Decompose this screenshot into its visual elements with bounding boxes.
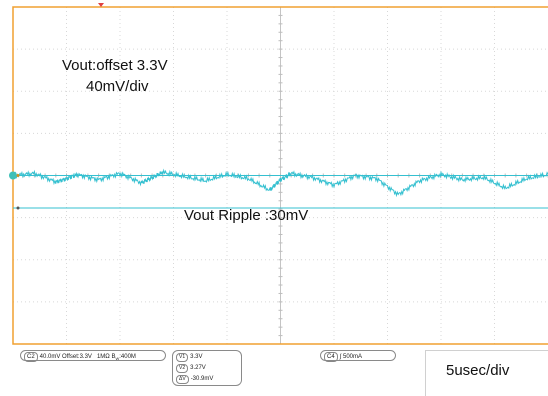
cursor-value: 3.3V	[190, 354, 203, 360]
trigger-descriptor[interactable]: C4 ∫ 500mA	[320, 350, 396, 362]
cursor-row-v1: V1 3.3V	[176, 352, 238, 363]
trigger-position-marker	[98, 3, 104, 7]
bandwidth-prefix: B	[111, 354, 116, 360]
trigger-level: 500mA	[343, 354, 363, 360]
offset-annotation: Vout:offset 3.3V	[62, 57, 168, 74]
cursor-name: ΔV	[176, 375, 189, 384]
cursor-row-v2: V2 3.27V	[176, 363, 238, 374]
cursor-row-delta: ΔV -30.9mV	[176, 374, 238, 385]
trace-group	[12, 168, 548, 198]
channel-id: C2	[24, 352, 38, 362]
cursor-level-marker	[16, 206, 20, 210]
cursor-value: 3.27V	[190, 365, 206, 371]
ripple-trace	[12, 168, 548, 198]
scale-annotation: 40mV/div	[86, 78, 149, 95]
ripple-annotation: Vout Ripple :30mV	[184, 207, 309, 224]
cursor-readout[interactable]: V1 3.3V V2 3.27V ΔV -30.9mV	[172, 350, 242, 386]
channel-descriptor[interactable]: C2 40.0mV Offset:3.3V 1MΩ BW:400M	[20, 350, 166, 362]
cursor-lines	[13, 175, 548, 209]
cursor-name: V2	[176, 364, 189, 373]
trigger-slope-icon: ∫	[339, 354, 342, 360]
channel-coupling: 1MΩ	[96, 354, 110, 360]
bandwidth-value: :400M	[119, 354, 136, 360]
cursor-name: V1	[176, 353, 189, 362]
channel-setting: 40.0mV Offset:3.3V	[39, 354, 92, 360]
bandwidth-sub: W	[115, 356, 120, 362]
cursor-value: -30.9mV	[190, 376, 214, 382]
timebase-descriptor[interactable]: 5usec/div	[425, 350, 548, 396]
markers	[9, 3, 104, 210]
channel-level-marker	[16, 174, 20, 177]
timebase-label: 5usec/div	[446, 362, 510, 379]
trigger-source: C4	[324, 352, 338, 362]
channel-ground-marker	[9, 171, 17, 180]
